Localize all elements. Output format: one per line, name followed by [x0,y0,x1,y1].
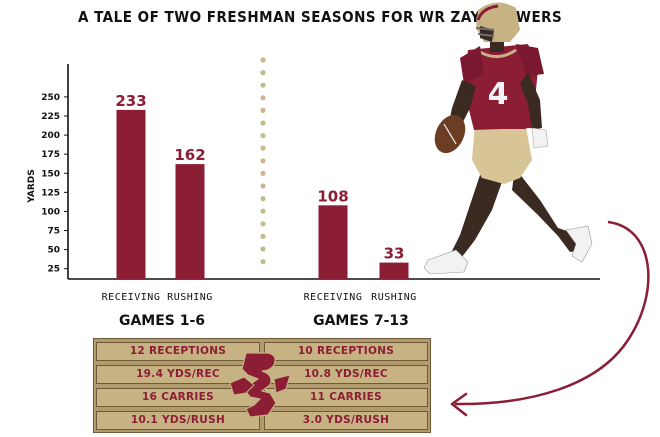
stat-cell: 12 RECEPTIONS [96,342,260,361]
category-label: RECEIVING [304,292,363,303]
stat-cell: 3.0 YDS/RUSH [264,411,428,430]
y-tick-label: 50 [47,246,60,256]
bar-chart: 25 50 75 100 125 150 175 200 225 250 YARDS 233 RECEI… [27,57,600,329]
stat-cell: 16 CARRIES [96,388,260,407]
divider-dot [260,107,266,113]
bar [175,164,205,279]
stat-cell: 10.8 YDS/REC [264,365,428,384]
y-tick-label: 75 [47,227,60,237]
chart-title: A TALE OF TWO FRESHMAN SEASONS FOR WR ZA… [78,8,563,26]
bar [116,109,146,279]
divider-dot [260,95,266,101]
y-axis-label: YARDS [27,169,37,204]
bar-value-label: 33 [384,245,405,263]
divider-dot [260,170,266,176]
bc-eagle-logo [229,352,291,418]
divider-dot [260,82,266,88]
y-tick-label: 175 [41,150,60,160]
divider-dot [260,259,266,265]
y-tick-label: 225 [41,112,60,122]
group-label: GAMES 1-6 [119,313,205,329]
bar [379,262,409,279]
bar-value-label: 162 [174,146,205,164]
football-player-image: 4 [423,2,593,275]
stats-row: 12 RECEPTIONS 10 RECEPTIONS [96,342,428,362]
stat-cell: 10 RECEPTIONS [264,342,428,361]
divider-dot [260,233,266,239]
divider-dot [260,120,266,126]
y-tick-label: 150 [41,169,60,179]
divider-dot [260,246,266,252]
divider-dot [260,57,266,63]
bar-value-label: 108 [317,187,348,205]
divider-dot [260,221,266,227]
divider-dot [260,196,266,202]
bar-value-label: 233 [115,92,146,110]
bar [318,205,348,279]
y-tick-label: 100 [41,207,60,217]
group-label: GAMES 7-13 [313,313,409,329]
stat-cell: 19.4 YDS/REC [96,365,260,384]
y-tick-label: 25 [47,265,60,275]
y-tick-label: 125 [41,188,60,198]
stats-row: 16 CARRIES 11 CARRIES [96,388,428,408]
stats-row: 19.4 YDS/REC 10.8 YDS/REC [96,365,428,385]
stat-cell: 11 CARRIES [264,388,428,407]
y-tick-label: 200 [41,131,60,141]
category-label: RECEIVING [102,292,161,303]
category-label: RUSHING [371,292,417,303]
divider-dot [260,158,266,164]
category-label: RUSHING [167,292,213,303]
stats-row: 10.1 YDS/RUSH 3.0 YDS/RUSH [96,411,428,431]
y-tick-label: 250 [41,93,60,103]
stat-cell: 10.1 YDS/RUSH [96,411,260,430]
stats-table: 12 RECEPTIONS 10 RECEPTIONS 19.4 YDS/REC… [93,338,431,433]
divider-dot [260,70,266,76]
divider-dot [260,208,266,214]
divider-dot [260,133,266,139]
divider-dot [260,145,266,151]
divider-dot [260,183,266,189]
jersey-number: 4 [488,77,509,112]
